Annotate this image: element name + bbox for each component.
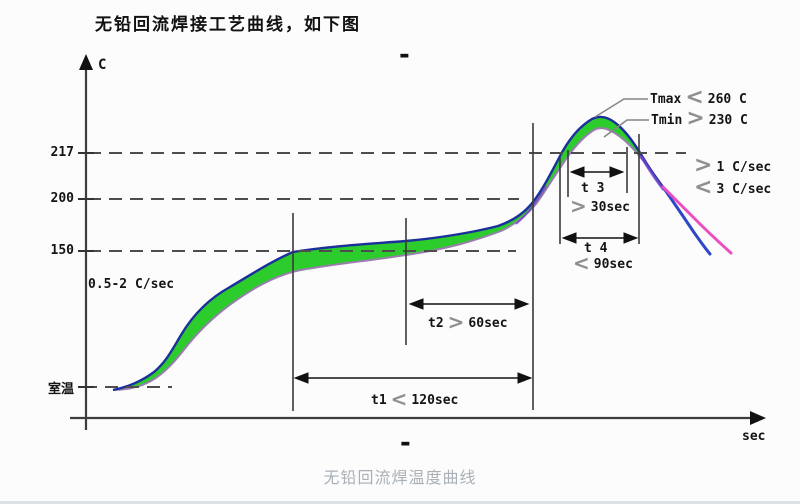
less-than-icon: < (390, 387, 408, 411)
cooling-curve-fast-blue (661, 185, 712, 256)
ramp-rate-label: 0.5-2 C/sec (88, 277, 175, 292)
t2-arrow (408, 298, 530, 310)
cooling-rate-min-value: 1 C/sec (716, 160, 772, 175)
x-axis-arrowhead (750, 411, 766, 425)
figure-caption: 无铅回流焊温度曲线 (323, 468, 477, 487)
t3-constraint: > 30sec (570, 194, 630, 218)
greater-than-icon: > (686, 106, 705, 131)
greater-than-icon: > (570, 194, 587, 218)
t4-name-label: t 4 (584, 241, 608, 256)
y-tick-label-200: 200 (50, 191, 74, 206)
dash-mark-top: - (399, 40, 410, 70)
less-than-icon: < (685, 85, 704, 110)
t3-arrow (569, 166, 625, 178)
reflow-band-fill (113, 116, 663, 390)
tmin-constraint: Tmin > 230 C (651, 106, 748, 131)
t1-arrow (293, 372, 533, 384)
less-than-icon: < (694, 175, 713, 200)
dash-mark-bottom: - (400, 428, 411, 458)
greater-than-icon: > (694, 153, 713, 178)
t1-name: t1 (371, 393, 387, 408)
cooling-rate-max: < 3 C/sec (694, 175, 772, 200)
t4-arrow (561, 232, 639, 244)
t3-value: 30sec (590, 200, 630, 215)
cooling-rate-min: > 1 C/sec (694, 153, 772, 178)
bottom-divider (0, 501, 800, 504)
t4-constraint: < 90sec (573, 251, 633, 275)
upper-limit-curve (112, 115, 664, 392)
t1-value: 120sec (411, 393, 459, 408)
tmax-constraint: Tmax < 260 C (650, 85, 747, 110)
cooling-rate-max-value: 3 C/sec (716, 182, 772, 197)
figure-title: 无铅回流焊接工艺曲线，如下图 (95, 15, 361, 35)
merge-segment-right (639, 155, 666, 191)
t1-constraint: t1 < 120sec (371, 387, 459, 411)
lower-limit-curve (112, 127, 664, 391)
y-tick-label-150: 150 (50, 243, 74, 258)
tmax-value: 260 C (707, 92, 747, 107)
tmax-leader-line (594, 98, 648, 118)
merge-segment-left (515, 185, 547, 225)
tmin-value: 230 C (708, 113, 748, 128)
t2-value: 60sec (468, 316, 508, 331)
y-axis-unit-label: C (98, 57, 107, 73)
y-tick-label-room-temp: 室温 (47, 382, 74, 397)
greater-than-icon: > (447, 310, 465, 334)
x-axis-unit-label: sec (742, 429, 766, 444)
t4-value: 90sec (593, 257, 633, 272)
y-axis-arrowhead (79, 54, 93, 70)
t2-name: t2 (428, 316, 444, 331)
tmin-name: Tmin (651, 113, 683, 128)
tmin-leader-line (603, 119, 649, 138)
t2-constraint: t2 > 60sec (428, 310, 508, 334)
cooling-curve-slow-pink (661, 185, 733, 255)
t3-name-label: t 3 (581, 181, 605, 196)
tmax-name: Tmax (650, 92, 682, 107)
less-than-icon: < (573, 251, 590, 275)
y-tick-label-217: 217 (50, 145, 74, 160)
